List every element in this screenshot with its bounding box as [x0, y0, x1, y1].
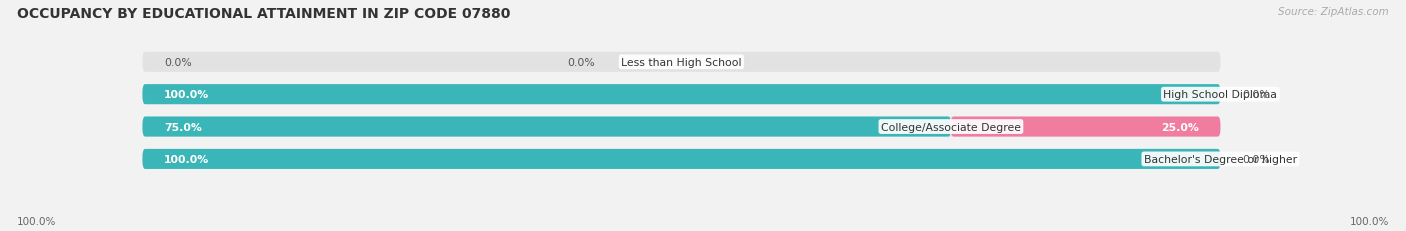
FancyBboxPatch shape	[142, 117, 950, 137]
FancyBboxPatch shape	[142, 149, 1220, 169]
Legend: Owner-occupied, Renter-occupied: Owner-occupied, Renter-occupied	[586, 228, 820, 231]
FancyBboxPatch shape	[142, 149, 1220, 169]
Text: 0.0%: 0.0%	[1241, 154, 1270, 164]
Text: 100.0%: 100.0%	[165, 154, 209, 164]
FancyBboxPatch shape	[142, 85, 1220, 105]
FancyBboxPatch shape	[950, 117, 1220, 137]
FancyBboxPatch shape	[142, 85, 1220, 105]
Text: 75.0%: 75.0%	[165, 122, 202, 132]
Text: 0.0%: 0.0%	[165, 58, 191, 67]
FancyBboxPatch shape	[142, 117, 1220, 137]
Text: College/Associate Degree: College/Associate Degree	[882, 122, 1021, 132]
Text: 0.0%: 0.0%	[568, 58, 595, 67]
Text: Source: ZipAtlas.com: Source: ZipAtlas.com	[1278, 7, 1389, 17]
Text: OCCUPANCY BY EDUCATIONAL ATTAINMENT IN ZIP CODE 07880: OCCUPANCY BY EDUCATIONAL ATTAINMENT IN Z…	[17, 7, 510, 21]
Text: Less than High School: Less than High School	[621, 58, 742, 67]
Text: High School Diploma: High School Diploma	[1164, 90, 1277, 100]
Text: 100.0%: 100.0%	[165, 90, 209, 100]
Text: Bachelor's Degree or higher: Bachelor's Degree or higher	[1144, 154, 1296, 164]
FancyBboxPatch shape	[142, 52, 1220, 73]
Text: 100.0%: 100.0%	[17, 216, 56, 226]
Text: 100.0%: 100.0%	[1350, 216, 1389, 226]
Text: 0.0%: 0.0%	[1241, 90, 1270, 100]
Text: 25.0%: 25.0%	[1161, 122, 1199, 132]
